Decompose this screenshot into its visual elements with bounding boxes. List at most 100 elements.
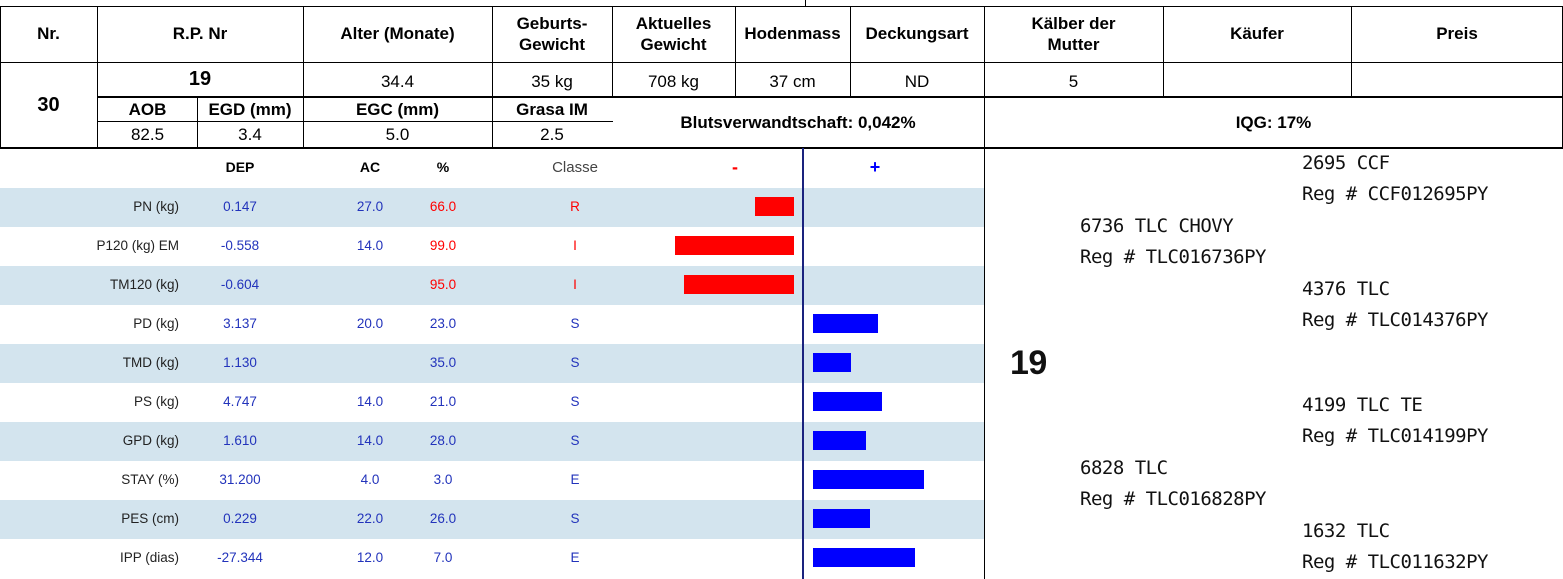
epd-row-dep: 3.137 bbox=[223, 316, 257, 331]
positive-bar bbox=[813, 431, 866, 450]
animal-kaelber: 5 bbox=[1068, 72, 1079, 92]
header-geburtsgewicht: Geburts- Gewicht bbox=[492, 6, 612, 62]
pedigree-dam-reg: Reg # TLC016828PY bbox=[1080, 488, 1266, 510]
epd-row: PD (kg) 3.137 20.0 23.0 S bbox=[0, 305, 984, 344]
epd-header-plus: + bbox=[869, 157, 881, 177]
epd-row: PES (cm) 0.229 22.0 26.0 S bbox=[0, 500, 984, 539]
iqg: IQG: 17% bbox=[1235, 112, 1312, 132]
pedigree-dam: 6828 TLC Reg # TLC016828PY bbox=[1080, 453, 1266, 515]
epd-row-classe: E bbox=[570, 550, 580, 565]
epd-row-pct: 7.0 bbox=[433, 550, 453, 565]
epd-row-dep: 0.229 bbox=[223, 511, 257, 526]
animal-rp-nr: 19 bbox=[188, 68, 212, 90]
pedigree-dam-dam: 1632 TLC Reg # TLC011632PY bbox=[1302, 516, 1488, 578]
blutsverwandtschaft: Blutsverwandtschaft: 0,042% bbox=[680, 112, 916, 132]
header-rp-nr: R.P. Nr bbox=[172, 24, 228, 44]
epd-row-ac: 22.0 bbox=[356, 511, 384, 526]
animal-deckungsart: ND bbox=[904, 72, 930, 92]
epd-row-pct: 99.0 bbox=[429, 238, 457, 253]
header-kaelber: Kälber der Mutter bbox=[984, 6, 1163, 62]
epd-row-classe: S bbox=[570, 355, 580, 370]
epd-row-dep: 1.610 bbox=[223, 433, 257, 448]
epd-row-ac: 27.0 bbox=[356, 199, 384, 214]
header-aktuelles-gewicht: Aktuelles Gewicht bbox=[612, 6, 735, 62]
epd-header-classe: Classe bbox=[552, 159, 598, 176]
epd-row: IPP (dias) -27.344 12.0 7.0 E bbox=[0, 539, 984, 578]
epd-row-dep: 0.147 bbox=[223, 199, 257, 214]
positive-bar bbox=[813, 392, 882, 411]
header-hodenmass: Hodenmass bbox=[744, 24, 841, 44]
negative-bar bbox=[684, 275, 794, 294]
header-kaelber-line1: Kälber der bbox=[1031, 13, 1116, 33]
epd-row-label: IPP (dias) bbox=[119, 550, 179, 565]
epd-header-ac: AC bbox=[359, 159, 381, 175]
epd-row: STAY (%) 31.200 4.0 3.0 E bbox=[0, 461, 984, 500]
epd-row-classe: I bbox=[573, 277, 577, 292]
epd-row: TM120 (kg) -0.604 95.0 I bbox=[0, 266, 984, 305]
header-geburts-line1: Geburts- bbox=[516, 13, 588, 33]
epd-row-ac: 20.0 bbox=[356, 316, 384, 331]
pedigree-dam-sire: 4199 TLC TE Reg # TLC014199PY bbox=[1302, 390, 1488, 452]
pedigree-sire-sire-reg: Reg # CCF012695PY bbox=[1302, 183, 1488, 205]
animal-preis bbox=[1351, 66, 1563, 98]
grasa-value: 2.5 bbox=[540, 124, 564, 144]
positive-bar bbox=[813, 314, 878, 333]
epd-row-label: TM120 (kg) bbox=[109, 277, 179, 292]
epd-row-dep: 4.747 bbox=[223, 394, 257, 409]
pedigree-sire: 6736 TLC CHOVY Reg # TLC016736PY bbox=[1080, 211, 1266, 273]
animal-hodenmass: 37 cm bbox=[769, 72, 816, 92]
pedigree-sire-dam-reg: Reg # TLC014376PY bbox=[1302, 309, 1488, 331]
epd-row-dep: 31.200 bbox=[219, 472, 261, 487]
negative-bar bbox=[755, 197, 794, 216]
positive-bar bbox=[813, 548, 915, 567]
epd-row: GPD (kg) 1.610 14.0 28.0 S bbox=[0, 422, 984, 461]
epd-header-minus: - bbox=[732, 157, 738, 177]
animal-nr: 30 bbox=[37, 93, 60, 116]
epd-row-pct: 35.0 bbox=[429, 355, 457, 370]
animal-alter: 34.4 bbox=[380, 72, 415, 92]
pedigree-sire-reg: Reg # TLC016736PY bbox=[1080, 246, 1266, 268]
epd-row-label: PN (kg) bbox=[133, 199, 179, 214]
header-kaeufer: Käufer bbox=[1230, 24, 1284, 44]
epd-center-axis bbox=[802, 148, 804, 579]
epd-row-classe: S bbox=[570, 394, 580, 409]
positive-bar bbox=[813, 509, 870, 528]
aob-value: 82.5 bbox=[130, 124, 165, 144]
pedigree-dam-dam-name: 1632 TLC bbox=[1302, 520, 1390, 542]
pedigree-sire-sire: 2695 CCF Reg # CCF012695PY bbox=[1302, 148, 1488, 210]
epd-row-label: PS (kg) bbox=[133, 394, 179, 409]
header-kaelber-line2: Mutter bbox=[1047, 35, 1100, 54]
epd-header-pct: % bbox=[436, 159, 450, 175]
egc-label: EGC (mm) bbox=[355, 99, 440, 119]
header-nr: Nr. bbox=[37, 24, 60, 44]
epd-row: TMD (kg) 1.130 35.0 S bbox=[0, 344, 984, 383]
epd-row: PS (kg) 4.747 14.0 21.0 S bbox=[0, 383, 984, 422]
pedigree-sire-sire-name: 2695 CCF bbox=[1302, 152, 1390, 174]
header-aktuelles-line2: Gewicht bbox=[640, 35, 707, 54]
positive-bar bbox=[813, 470, 924, 489]
animal-aktuelles-gewicht: 708 kg bbox=[647, 72, 700, 92]
pedigree-sire-dam: 4376 TLC Reg # TLC014376PY bbox=[1302, 274, 1488, 336]
epd-row-label: PD (kg) bbox=[133, 316, 179, 331]
epd-row-pct: 23.0 bbox=[429, 316, 457, 331]
epd-row-pct: 3.0 bbox=[433, 472, 453, 487]
pedigree: 19 6736 TLC CHOVY Reg # TLC016736PY 2695… bbox=[986, 148, 1563, 579]
header-preis: Preis bbox=[1436, 24, 1478, 44]
epd-row-dep: 1.130 bbox=[223, 355, 257, 370]
epd-row-classe: R bbox=[570, 199, 580, 214]
animal-geburtsgewicht: 35 kg bbox=[531, 72, 573, 92]
pedigree-sire-dam-name: 4376 TLC bbox=[1302, 278, 1390, 300]
epd-row-pct: 21.0 bbox=[429, 394, 457, 409]
epd-row-label: PES (cm) bbox=[121, 511, 179, 526]
epd-row: PN (kg) 0.147 27.0 66.0 R bbox=[0, 188, 984, 227]
epd-row-classe: I bbox=[573, 238, 577, 253]
epd-table: DEP AC % Classe - + PN (kg) 0.147 27.0 66.0… bbox=[0, 148, 985, 579]
negative-bar bbox=[675, 236, 794, 255]
epd-row-ac: 14.0 bbox=[356, 238, 384, 253]
epd-row: P120 (kg) EM -0.558 14.0 99.0 I bbox=[0, 227, 984, 266]
epd-row-pct: 66.0 bbox=[429, 199, 457, 214]
epd-row-dep: -0.604 bbox=[220, 277, 260, 292]
epd-row-pct: 95.0 bbox=[429, 277, 457, 292]
pedigree-dam-sire-name: 4199 TLC TE bbox=[1302, 394, 1423, 416]
pedigree-dam-name: 6828 TLC bbox=[1080, 457, 1168, 479]
